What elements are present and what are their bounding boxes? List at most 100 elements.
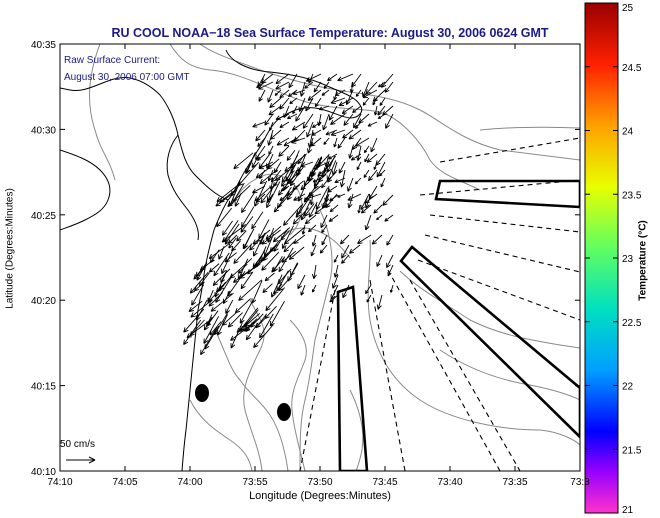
current-vector: [329, 294, 339, 303]
current-vector: [365, 284, 372, 295]
current-vector: [291, 121, 306, 131]
current-vector: [290, 262, 298, 277]
current-vector: [348, 129, 362, 140]
current-vector: [366, 294, 372, 303]
current-vector: [275, 113, 290, 121]
current-vector: [244, 313, 260, 328]
current-vector: [221, 220, 233, 236]
current-vector: [286, 150, 296, 161]
current-vector: [305, 73, 322, 82]
current-vector: [231, 240, 241, 252]
current-vector: [220, 270, 228, 284]
current-vector: [343, 113, 354, 126]
current-vector: [293, 193, 306, 201]
current-vector: [335, 89, 346, 97]
current-vector: [193, 264, 208, 280]
current-vector: [298, 97, 306, 112]
current-vector: [269, 97, 282, 109]
current-vector: [265, 287, 286, 312]
current-vector: [382, 194, 394, 206]
colorbar-tick-label: 23.5: [622, 190, 642, 201]
current-vector: [347, 193, 362, 201]
current-vector: [241, 191, 256, 213]
current-vectors: [183, 73, 394, 356]
colorbar-tick-label: 23: [622, 254, 634, 265]
current-vector: [283, 241, 295, 253]
current-vector: [230, 323, 253, 341]
bathymetry-contours: [89, 44, 580, 471]
current-vector: [258, 219, 270, 239]
current-vector: [233, 270, 250, 283]
current-vector: [275, 81, 290, 90]
current-vector: [330, 97, 346, 105]
current-vector: [191, 284, 204, 306]
current-vector: [260, 73, 274, 84]
current-vector: [372, 97, 378, 106]
current-vector: [279, 121, 290, 128]
current-vector: [341, 105, 354, 115]
current-vector: [218, 246, 225, 260]
current-vector: [221, 225, 245, 243]
current-vector: [253, 233, 266, 257]
current-vector: [337, 73, 354, 82]
current-vector: [321, 224, 328, 234]
x-axis-label: Longitude (Degrees:Minutes): [249, 490, 391, 502]
current-vector: [337, 137, 346, 149]
current-vector: [321, 234, 328, 246]
current-vector: [267, 227, 275, 243]
station-dot: [195, 384, 209, 402]
current-vector: [200, 326, 218, 356]
y-tick-label: 40:15: [31, 382, 56, 393]
current-vector: [355, 89, 362, 97]
current-vector: [236, 319, 251, 333]
current-vector: [268, 121, 274, 131]
current-vector: [293, 234, 306, 245]
current-vector: [356, 161, 362, 171]
current-vector: [376, 294, 383, 310]
current-vector: [310, 137, 322, 147]
current-vector: [288, 246, 305, 260]
x-tick-label: 74:00: [177, 477, 202, 488]
current-vector: [183, 319, 202, 345]
current-vector: [286, 184, 300, 196]
current-vector: [364, 194, 372, 209]
current-vector: [347, 177, 354, 192]
current-vector: [314, 97, 322, 108]
current-vector: [329, 204, 339, 213]
current-vector: [320, 214, 328, 229]
current-vector: [357, 234, 372, 244]
current-vector: [387, 264, 394, 277]
current-vector: [262, 283, 273, 294]
current-vector: [352, 105, 362, 114]
current-vector: [347, 193, 354, 209]
current-vector: [286, 169, 301, 185]
current-vector: [224, 252, 237, 263]
current-vector: [221, 312, 237, 326]
current-vector: [307, 224, 317, 233]
current-vector: [289, 166, 305, 187]
current-vector: [208, 263, 220, 273]
current-vector: [288, 73, 298, 89]
current-vector: [237, 263, 248, 274]
current-vector: [267, 89, 274, 103]
current-vector: [354, 121, 362, 130]
current-vector: [364, 193, 378, 204]
current-vector: [292, 105, 298, 115]
current-vector: [274, 169, 290, 181]
current-vector: [314, 204, 328, 215]
current-vector: [373, 204, 383, 214]
current-vector: [341, 254, 350, 264]
current-vector: [365, 81, 378, 95]
current-vector: [367, 121, 378, 127]
current-vector: [312, 121, 322, 129]
y-tick-label: 40:10: [31, 467, 56, 478]
current-vector: [189, 271, 209, 294]
current-vector: [333, 137, 338, 148]
current-vector: [254, 180, 268, 207]
current-vector: [264, 305, 277, 320]
current-vector: [266, 181, 281, 209]
current-vector: [261, 251, 280, 271]
current-vector: [333, 254, 339, 263]
current-vector: [304, 203, 315, 217]
colorbar-tick-label: 21.5: [622, 445, 642, 456]
